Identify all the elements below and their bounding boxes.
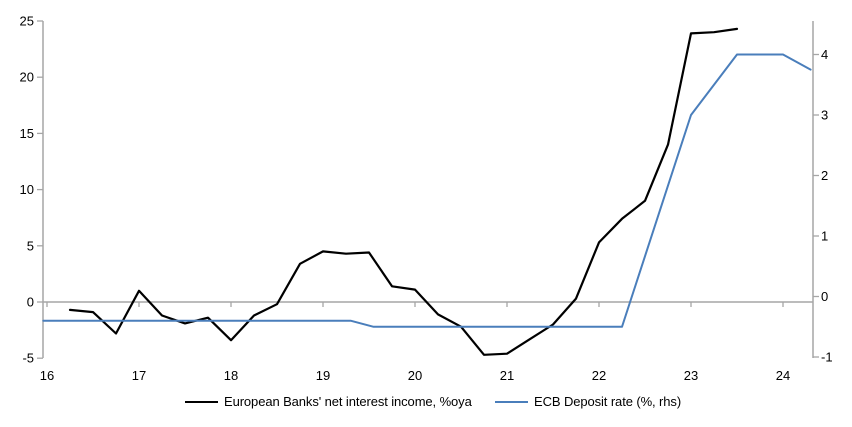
left-axis-label: 10 [20,182,34,197]
right-axis-label: 0 [821,289,828,304]
right-axis-label: 2 [821,168,828,183]
left-axis-label: 5 [27,238,34,253]
x-axis-label: 18 [224,368,238,383]
left-axis-label: 0 [27,295,34,310]
left-axis-label: 15 [20,126,34,141]
legend-label-ecb-deposit-rate: ECB Deposit rate (%, rhs) [534,394,682,409]
legend: European Banks' net interest income, %oy… [0,394,852,418]
x-axis-label: 20 [408,368,422,383]
right-axis-label: 3 [821,108,828,123]
right-axis-label: 1 [821,229,828,244]
x-axis-label: 22 [592,368,606,383]
legend-label-net-interest-income: European Banks' net interest income, %oy… [224,394,472,409]
x-axis-label: 16 [40,368,54,383]
legend-line-black-swatch [185,400,218,403]
series-line-net-interest-income [68,27,739,356]
legend-item-net-interest-income: European Banks' net interest income, %oy… [185,394,472,409]
legend-line-blue-swatch [495,400,528,403]
left-axis-label: 20 [20,70,34,85]
x-axis-label: 23 [684,368,698,383]
right-axis-label: 4 [821,47,828,62]
right-axis-label: -1 [821,350,833,365]
x-axis-label: 19 [316,368,330,383]
series-line-ecb-deposit-rate [42,53,812,328]
legend-item-ecb-deposit-rate: ECB Deposit rate (%, rhs) [495,394,681,409]
left-axis-label: 25 [20,14,34,29]
x-axis-label: 21 [500,368,514,383]
x-axis-label: 24 [776,368,790,383]
x-axis-label: 17 [132,368,146,383]
left-axis-label: -5 [22,351,34,366]
